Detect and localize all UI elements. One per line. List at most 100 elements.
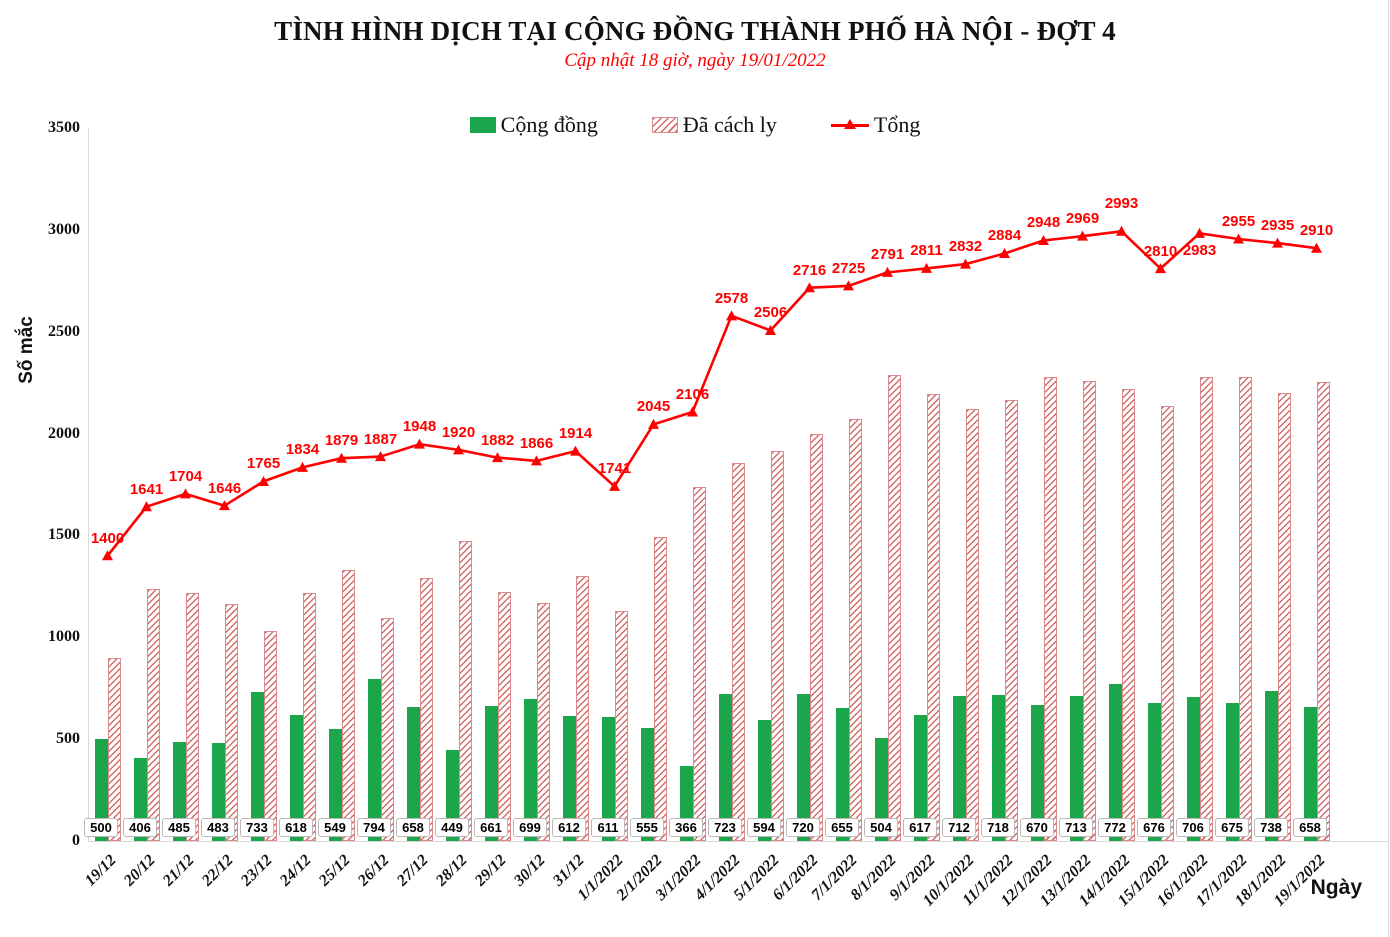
- line-marker-triangle: [336, 452, 347, 463]
- line-marker-triangle: [102, 550, 113, 561]
- bar-value-label: 504: [864, 818, 898, 837]
- line-marker-triangle: [219, 500, 230, 511]
- bar-cong-dong: [1030, 704, 1044, 841]
- bar-cong-dong: [718, 693, 732, 841]
- line-value-label: 2969: [1065, 210, 1100, 228]
- line-marker-triangle: [1311, 242, 1322, 253]
- line-marker-triangle: [999, 247, 1010, 258]
- bar-cong-dong: [523, 698, 537, 841]
- line-marker-triangle: [765, 324, 776, 335]
- bar-value-label: 406: [123, 818, 157, 837]
- bar-cong-dong: [289, 715, 303, 841]
- bar-value-label: 655: [825, 818, 859, 837]
- line-value-label: 2983: [1182, 242, 1217, 260]
- bar-value-label: 676: [1137, 818, 1171, 837]
- line-value-label: 2993: [1104, 195, 1139, 213]
- bar-da-cach-ly: [1316, 382, 1330, 841]
- bar-cong-dong: [1069, 695, 1083, 841]
- line-marker-triangle: [258, 475, 269, 486]
- line-marker-triangle: [492, 452, 503, 463]
- legend-item-tong: Tổng: [830, 112, 921, 138]
- bar-da-cach-ly: [965, 409, 979, 841]
- line-marker-triangle: [843, 280, 854, 291]
- bar-da-cach-ly: [809, 434, 823, 841]
- bar-value-label: 594: [747, 818, 781, 837]
- bar-value-label: 611: [591, 818, 625, 837]
- line-value-label: 1400: [90, 529, 125, 547]
- bar-value-label: 661: [474, 818, 508, 837]
- bar-cong-dong: [952, 695, 966, 841]
- bar-cong-dong: [796, 694, 810, 841]
- line-marker-triangle: [726, 310, 737, 321]
- bar-cong-dong: [211, 742, 225, 841]
- line-marker-triangle: [1116, 225, 1127, 236]
- bar-cong-dong: [328, 729, 342, 841]
- bar-value-label: 500: [84, 818, 118, 837]
- x-axis-title: Ngày: [1310, 876, 1362, 899]
- bar-cong-dong: [1108, 683, 1122, 841]
- legend-label-tong: Tổng: [873, 112, 921, 137]
- y-axis-line: [88, 128, 89, 841]
- bar-da-cach-ly: [692, 486, 706, 841]
- line-value-label: 2106: [675, 385, 710, 403]
- line-marker-triangle: [609, 480, 620, 491]
- bar-value-label: 723: [708, 818, 742, 837]
- chart-subtitle: Cập nhật 18 giờ, ngày 19/01/2022: [564, 50, 826, 71]
- line-marker-triangle: [375, 451, 386, 462]
- bar-da-cach-ly: [341, 570, 355, 841]
- bar-cong-dong: [250, 691, 264, 841]
- legend-label-da-cach-ly: Đã cách ly: [682, 112, 777, 137]
- chart-right-border: [1388, 0, 1389, 937]
- bar-da-cach-ly: [770, 451, 784, 841]
- line-marker-triangle: [1077, 230, 1088, 241]
- bar-da-cach-ly: [1160, 406, 1174, 841]
- bar-da-cach-ly: [497, 592, 511, 841]
- green-bar-swatch-icon: [469, 117, 496, 133]
- legend-label-cong-dong: Cộng đồng: [500, 112, 598, 137]
- line-marker-triangle: [570, 445, 581, 456]
- bar-da-cach-ly: [263, 630, 277, 841]
- line-marker-triangle: [882, 266, 893, 277]
- bar-value-label: 794: [357, 818, 391, 837]
- x-axis-line: [88, 841, 1388, 842]
- bar-da-cach-ly: [653, 537, 667, 841]
- bar-value-label: 612: [552, 818, 586, 837]
- bar-value-label: 713: [1059, 818, 1093, 837]
- bar-value-label: 720: [786, 818, 820, 837]
- bar-cong-dong: [913, 715, 927, 841]
- y-axis-tick-label: 3000: [48, 220, 80, 238]
- y-axis-tick-label: 1000: [48, 628, 80, 646]
- bar-da-cach-ly: [1277, 393, 1291, 841]
- bar-value-label: 366: [669, 818, 703, 837]
- line-marker-triangle: [1038, 234, 1049, 245]
- bar-cong-dong: [562, 716, 576, 841]
- bar-value-label: 617: [903, 818, 937, 837]
- line-marker-triangle: [804, 282, 815, 293]
- bar-da-cach-ly: [614, 610, 628, 841]
- legend-item-cong-dong: Cộng đồng: [469, 112, 598, 138]
- line-marker-triangle: [1155, 263, 1166, 274]
- bar-value-label: 706: [1176, 818, 1210, 837]
- bar-da-cach-ly: [380, 618, 394, 841]
- line-value-label: 2948: [1026, 214, 1061, 232]
- line-marker-triangle: [531, 455, 542, 466]
- bar-value-label: 718: [981, 818, 1015, 837]
- line-marker-triangle: [414, 438, 425, 449]
- bar-da-cach-ly: [302, 593, 316, 841]
- bar-cong-dong: [1264, 690, 1278, 841]
- bar-cong-dong: [1147, 703, 1161, 841]
- line-marker-triangle: [1194, 227, 1205, 238]
- legend: Cộng đồng Đã cách ly Tổng: [0, 110, 1390, 140]
- bar-value-label: 772: [1098, 818, 1132, 837]
- y-axis-tick-label: 2500: [48, 322, 80, 340]
- bar-value-label: 485: [162, 818, 196, 837]
- line-marker-triangle: [921, 262, 932, 273]
- bar-value-label: 658: [396, 818, 430, 837]
- bar-da-cach-ly: [1082, 381, 1096, 841]
- line-marker-triangle: [648, 418, 659, 429]
- y-axis-tick-label: 3500: [48, 119, 80, 136]
- bar-cong-dong: [601, 716, 615, 841]
- line-value-label: 1741: [597, 460, 632, 478]
- bar-da-cach-ly: [146, 589, 160, 841]
